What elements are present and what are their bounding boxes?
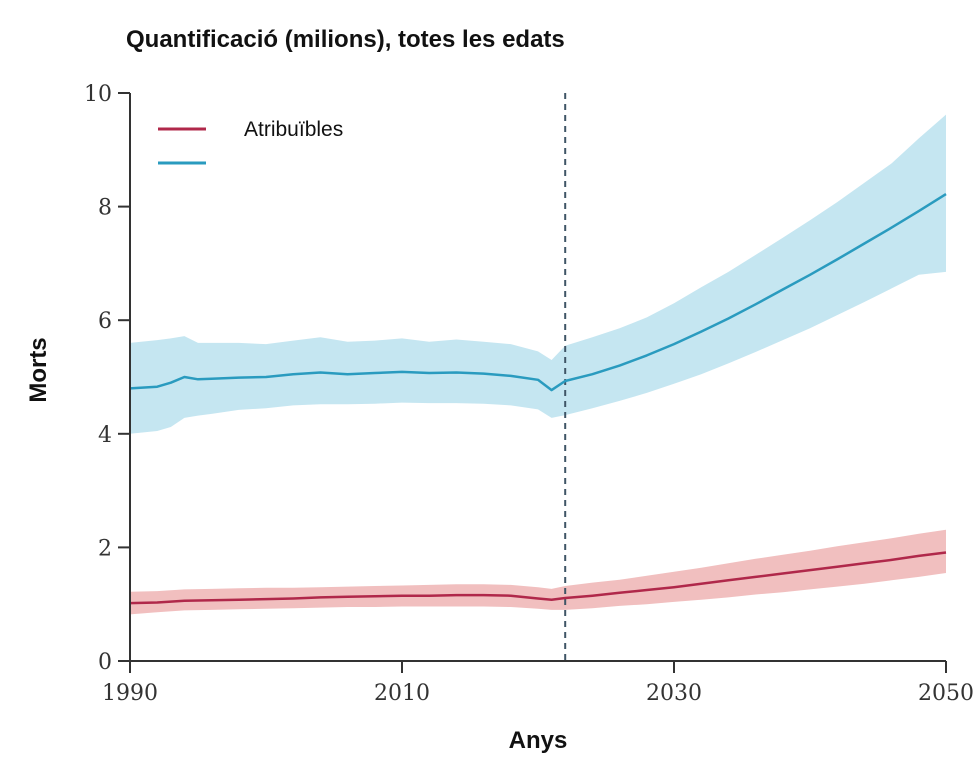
y-axis-title: Morts — [25, 337, 52, 402]
y-tick-label: 6 — [98, 309, 112, 334]
y-tick-label: 4 — [98, 423, 112, 448]
x-tick-label: 2050 — [918, 681, 974, 706]
y-tick-label: 0 — [98, 650, 112, 675]
x-axis-title: Anys — [509, 727, 568, 754]
axes — [129, 93, 946, 662]
x-ticks: 1990 2010 2030 2050 — [102, 661, 974, 706]
x-tick-label: 1990 — [102, 681, 158, 706]
series-1-line — [129, 551, 947, 605]
x-tick-label: 2030 — [646, 681, 702, 706]
series-lines — [129, 193, 947, 605]
series-2-band — [130, 114, 946, 434]
legend-label-1: Atribuïbles — [244, 118, 343, 141]
y-tick-label: 8 — [98, 196, 112, 221]
series-1-band — [130, 529, 946, 615]
x-tick-label: 2010 — [374, 681, 430, 706]
series-2-line — [129, 193, 947, 392]
chart-title: Quantificació (milions), totes les edats — [126, 26, 565, 53]
confidence-bands — [130, 114, 946, 615]
y-tick-label: 10 — [84, 82, 112, 107]
y-tick-label: 2 — [98, 536, 112, 561]
legend: Atribuïbles — [158, 118, 343, 165]
y-ticks: 0 2 4 6 8 10 — [84, 82, 130, 675]
